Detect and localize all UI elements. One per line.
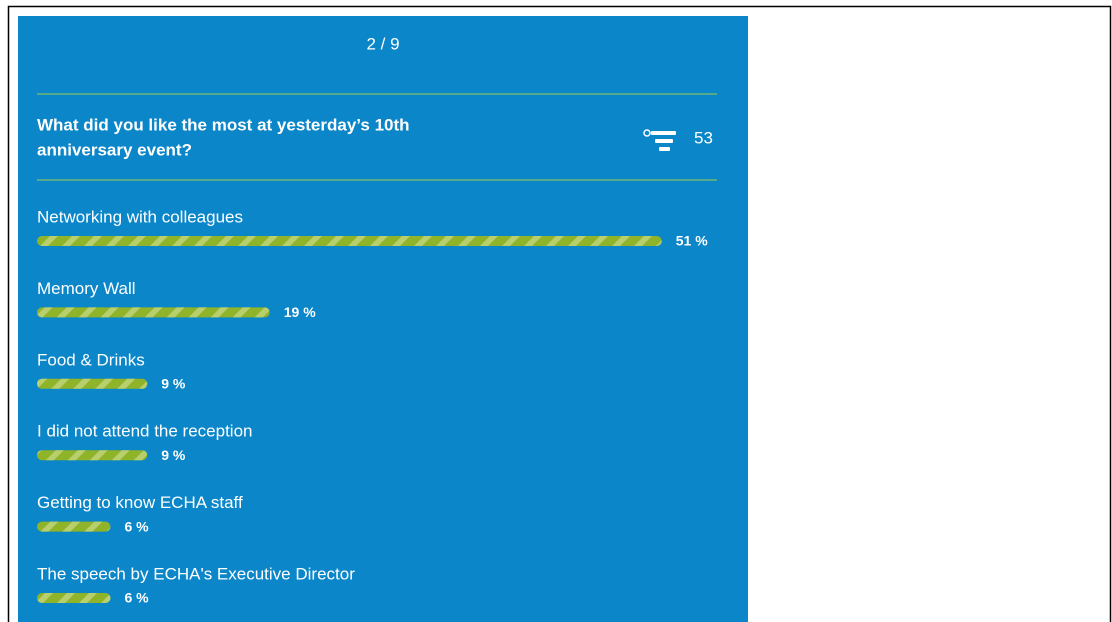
option-label: Getting to know ECHA staff <box>37 493 243 512</box>
value-label: 6 % <box>125 518 150 534</box>
option-label: The speech by ECHA's Executive Director <box>37 564 355 583</box>
bar-stripes <box>37 593 111 603</box>
option-label: Memory Wall <box>37 279 136 298</box>
progress: 2 / 9 <box>366 34 399 53</box>
bar-stripes <box>37 521 111 532</box>
value-label: 9 % <box>161 376 186 392</box>
bar-stripes <box>37 307 270 318</box>
frame <box>7 5 1112 622</box>
question: anniversary event? <box>37 140 192 159</box>
bar-stripes <box>37 236 662 246</box>
value-label: 19 % <box>284 304 316 320</box>
bar-stripes <box>37 450 148 461</box>
bar-stripes <box>37 378 148 389</box>
option-label: Networking with colleagues <box>37 207 243 226</box>
responses-icon <box>643 129 676 151</box>
question: What did you like the most at yesterday’… <box>37 115 410 134</box>
option-label: I did not attend the reception <box>37 422 253 441</box>
value-label: 9 % <box>161 447 186 463</box>
value-label: 51 % <box>676 233 708 249</box>
value-label: 6 % <box>125 590 150 606</box>
response-count: 53 <box>694 128 713 147</box>
poll-panel <box>18 16 748 622</box>
option-label: Food & Drinks <box>37 350 145 369</box>
